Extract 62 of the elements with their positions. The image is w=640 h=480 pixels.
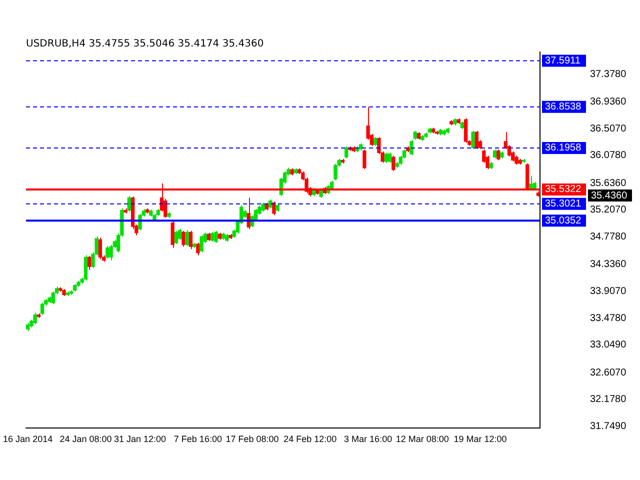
candlestick bbox=[464, 118, 468, 144]
candlestick bbox=[529, 175, 533, 190]
x-tick-label: 31 Jan 12:00 bbox=[114, 434, 166, 444]
candlestick bbox=[384, 152, 388, 164]
y-tick-label: 35.6360 bbox=[590, 178, 627, 189]
x-tick-label: 12 Mar 08:00 bbox=[396, 434, 449, 444]
candlestick bbox=[178, 228, 182, 240]
y-tick-label: 32.1780 bbox=[590, 394, 627, 406]
y-tick-label: 33.9070 bbox=[590, 286, 627, 297]
candlestick bbox=[33, 312, 37, 325]
candlestick bbox=[214, 230, 218, 244]
candlestick bbox=[474, 130, 478, 150]
candlestick bbox=[182, 230, 186, 248]
candlestick bbox=[170, 221, 174, 248]
candlestick bbox=[109, 244, 113, 261]
candlestick bbox=[388, 152, 392, 164]
x-tick-label: 24 Jan 08:00 bbox=[60, 434, 112, 444]
x-tick-label: 7 Feb 16:00 bbox=[174, 434, 222, 444]
candlestick bbox=[40, 302, 44, 316]
ref-line-label: 35.5322 bbox=[545, 184, 582, 196]
y-tick-label: 34.7780 bbox=[590, 231, 627, 242]
ref-line-label: 36.8538 bbox=[545, 102, 582, 113]
candlestick bbox=[496, 149, 500, 161]
candlestick bbox=[362, 149, 366, 170]
candlestick bbox=[188, 230, 193, 250]
chart-title: USDRUB,H4 35.4755 35.5046 35.4174 35.4360 bbox=[26, 38, 264, 50]
x-tick-label: 17 Feb 08:00 bbox=[226, 434, 279, 444]
candlestick bbox=[272, 201, 276, 216]
y-tick-label: 35.2070 bbox=[590, 204, 627, 216]
ref-line-label: 37.5911 bbox=[545, 55, 581, 66]
candlestick bbox=[392, 155, 396, 172]
candlestick bbox=[106, 245, 110, 259]
y-tick-label: 34.3360 bbox=[590, 259, 627, 270]
candlestick bbox=[88, 255, 92, 270]
y-tick-label: 36.9360 bbox=[590, 96, 627, 108]
text: 35.4360 bbox=[591, 190, 628, 202]
ref-line-label: 35.0352 bbox=[545, 215, 582, 226]
candlestick bbox=[185, 230, 189, 246]
candlestick bbox=[200, 234, 204, 253]
x-tick-label: 16 Jan 2014 bbox=[3, 434, 53, 444]
candlestick bbox=[344, 146, 348, 159]
y-tick-label: 33.4780 bbox=[590, 312, 627, 324]
candlestick bbox=[471, 130, 475, 150]
y-tick-label: 36.5070 bbox=[590, 123, 627, 134]
candlestick bbox=[98, 237, 102, 260]
ref-line-label: 36.1958 bbox=[545, 142, 582, 154]
candlestick bbox=[196, 242, 200, 256]
y-tick-label: 32.6070 bbox=[590, 367, 627, 378]
candlestick bbox=[410, 140, 414, 156]
y-tick-label: 37.3780 bbox=[590, 68, 627, 80]
x-tick-label: 24 Feb 12:00 bbox=[284, 434, 337, 444]
candlestick bbox=[210, 232, 214, 242]
candlestick bbox=[174, 230, 178, 245]
ref-line-label: 35.3021 bbox=[545, 198, 582, 210]
candlestick bbox=[334, 163, 338, 181]
y-tick-label: 31.7490 bbox=[590, 420, 627, 432]
x-tick-label: 19 Mar 12:00 bbox=[454, 434, 507, 444]
y-tick-label: 36.0780 bbox=[590, 150, 627, 162]
candlestick bbox=[127, 195, 131, 212]
candlestick bbox=[84, 254, 88, 281]
x-tick-label: 3 Mar 16:00 bbox=[344, 434, 392, 444]
y-tick-label: 33.0490 bbox=[590, 340, 627, 351]
